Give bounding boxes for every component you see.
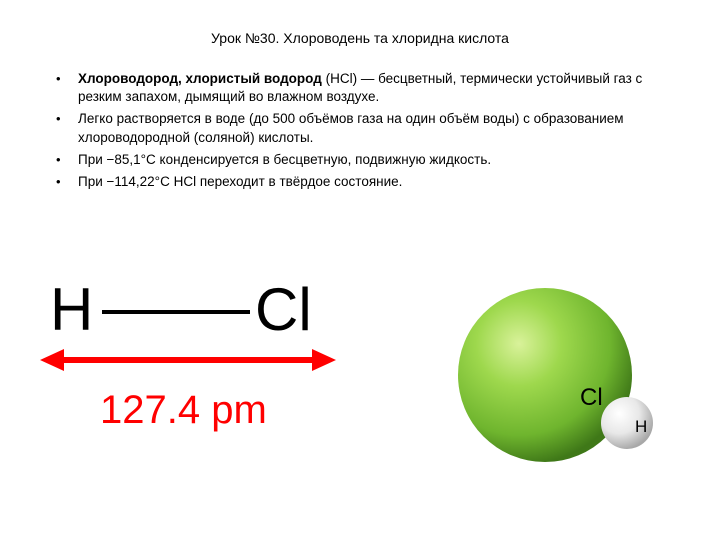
bullet-4: При −114,22°C HCl переходит в твёрдое со…	[50, 173, 680, 191]
bullet-1: Хлороводород, хлористый водород (HCl) — …	[50, 70, 680, 106]
bullets-list: Хлороводород, хлористый водород (HCl) — …	[40, 70, 680, 191]
formula-cl-label: Cl	[255, 275, 312, 344]
molecule-3d: Cl H	[450, 280, 660, 485]
distance-arrow-icon	[38, 340, 338, 380]
molecule-cl-label: Cl	[580, 384, 603, 411]
bullet-1-bold: Хлороводород, хлористый водород	[78, 71, 322, 86]
lesson-title: Урок №30. Хлороводень та хлоридна кислот…	[40, 30, 680, 46]
bullet-3: При −85,1°C конденсируется в бесцветную,…	[50, 151, 680, 169]
bond-line	[102, 310, 250, 314]
molecule-h-label: H	[635, 417, 647, 436]
bond-distance: 127.4 pm	[100, 388, 267, 433]
formula-h-label: H	[50, 275, 93, 344]
bullet-2: Легко растворяется в воде (до 500 объёмо…	[50, 110, 680, 146]
